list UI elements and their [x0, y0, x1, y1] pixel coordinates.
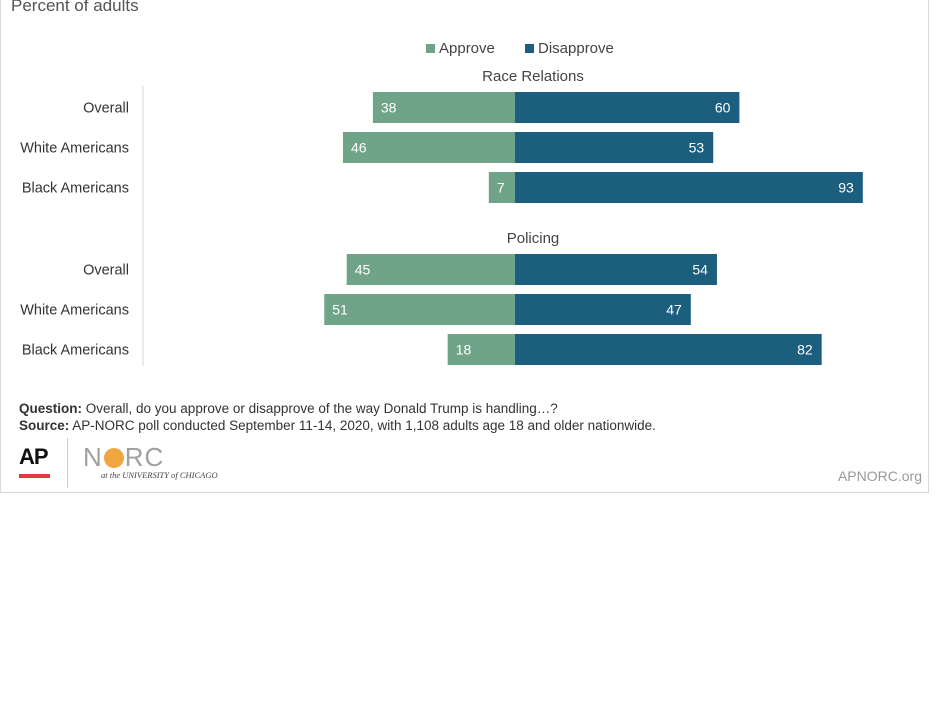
row-label: Black Americans [22, 343, 129, 359]
norc-logo: N RC [83, 442, 164, 473]
question-note: Question: Overall, do you approve or dis… [19, 400, 656, 417]
legend-item-approve: Approve [426, 40, 495, 57]
ap-logo: AP [19, 444, 49, 469]
approve-bar [447, 334, 515, 365]
question-text: Overall, do you approve or disapprove of… [82, 401, 558, 416]
norc-logo-subtitle: at the UNIVERSITY of CHICAGO [101, 470, 218, 480]
legend: Approve Disapprove [1, 40, 928, 60]
approve-value-label: 18 [456, 342, 472, 358]
disapprove-bar [515, 132, 714, 163]
row-label: Black Americans [22, 181, 129, 197]
approve-bar [372, 92, 515, 123]
row-label: White Americans [20, 141, 129, 157]
approve-value-label: 7 [497, 180, 505, 196]
disapprove-value-label: 47 [666, 302, 682, 318]
legend-label-disapprove: Disapprove [538, 40, 614, 57]
disapprove-bar [515, 172, 863, 203]
approve-value-label: 38 [381, 100, 397, 116]
row-label: Overall [83, 263, 129, 279]
disapprove-bar [515, 294, 691, 325]
legend-swatch-disapprove [525, 44, 534, 53]
legend-label-approve: Approve [439, 40, 495, 57]
group-title: Policing [507, 230, 560, 247]
row-label: Overall [83, 101, 129, 117]
chart-notes: Question: Overall, do you approve or dis… [19, 400, 656, 434]
approve-value-label: 45 [355, 262, 371, 278]
ap-logo-underline [19, 474, 50, 478]
norc-logo-o-icon [103, 447, 124, 468]
group-title: Race Relations [482, 68, 584, 85]
disapprove-value-label: 93 [838, 180, 854, 196]
approve-value-label: 51 [332, 302, 348, 318]
norc-logo-n: N [83, 442, 103, 472]
logo-divider [67, 438, 68, 488]
approve-bar [324, 294, 515, 325]
approve-bar [342, 132, 515, 163]
approve-bar [346, 254, 515, 285]
disapprove-value-label: 53 [689, 140, 705, 156]
diverging-bar-chart: Race Relations Overall 38 60 White Americans… [20, 68, 863, 366]
row-label: White Americans [20, 303, 129, 319]
disapprove-bar [515, 92, 740, 123]
source-label: Source: [19, 418, 70, 433]
approve-bar [488, 172, 515, 203]
chart-card: Percent of adults Approve Disapprove Rac… [0, 0, 929, 493]
norc-logo-rc: RC [124, 442, 165, 472]
disapprove-value-label: 54 [692, 262, 708, 278]
approve-value-label: 46 [351, 140, 367, 156]
source-note: Source: AP-NORC poll conducted September… [19, 417, 656, 434]
legend-item-disapprove: Disapprove [525, 40, 614, 57]
site-link[interactable]: APNORC.org [837, 468, 922, 484]
source-text: AP-NORC poll conducted September 11-14, … [69, 418, 656, 433]
disapprove-bar [515, 254, 717, 285]
chart-subtitle: Percent of adults [11, 0, 139, 15]
question-label: Question: [19, 401, 82, 416]
disapprove-value-label: 60 [715, 100, 731, 116]
disapprove-bar [515, 334, 822, 365]
disapprove-value-label: 82 [797, 342, 813, 358]
legend-swatch-approve [426, 44, 435, 53]
